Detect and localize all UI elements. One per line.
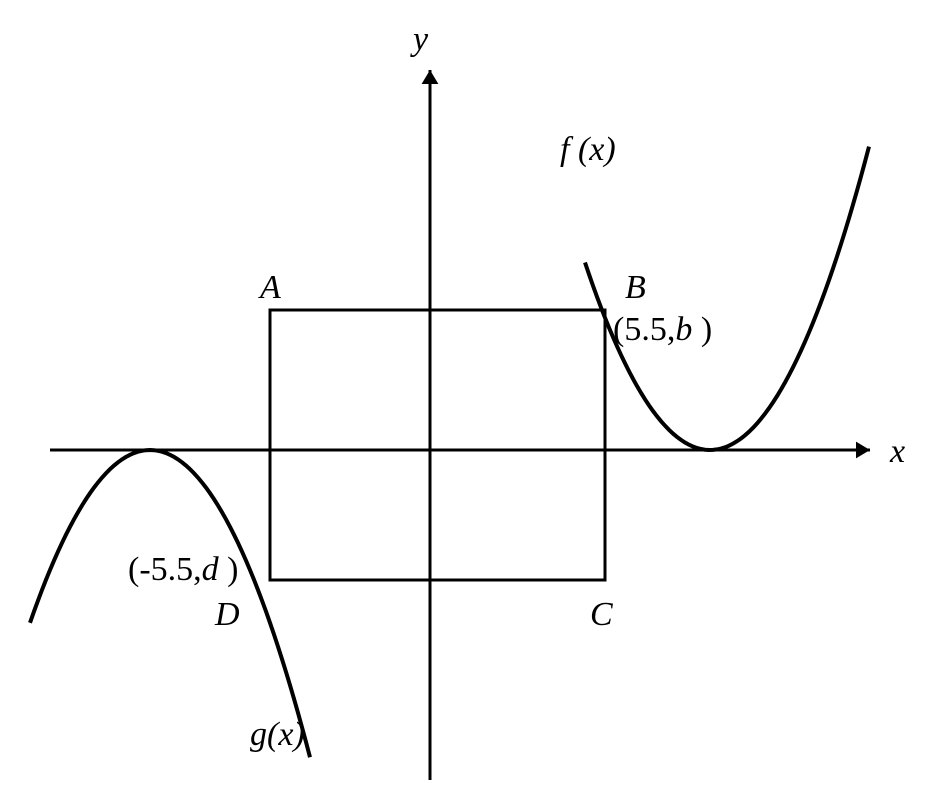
point-d-label: D bbox=[214, 596, 240, 633]
g-label: g(x) bbox=[250, 716, 305, 753]
x-axis-label: x bbox=[889, 433, 905, 470]
math-diagram: x y A B C D (5.5,b ) (-5.5,d ) f (x) g(x… bbox=[0, 0, 943, 804]
y-axis-label: y bbox=[410, 21, 429, 58]
point-b-coord: (5.5,b ) bbox=[613, 311, 712, 348]
point-d-coord: (-5.5,d ) bbox=[128, 551, 238, 588]
f-label: f (x) bbox=[560, 131, 616, 168]
point-c-label: C bbox=[590, 596, 613, 633]
point-a-label: A bbox=[258, 269, 281, 306]
point-b-label: B bbox=[625, 269, 646, 306]
plot-bg bbox=[0, 0, 943, 804]
